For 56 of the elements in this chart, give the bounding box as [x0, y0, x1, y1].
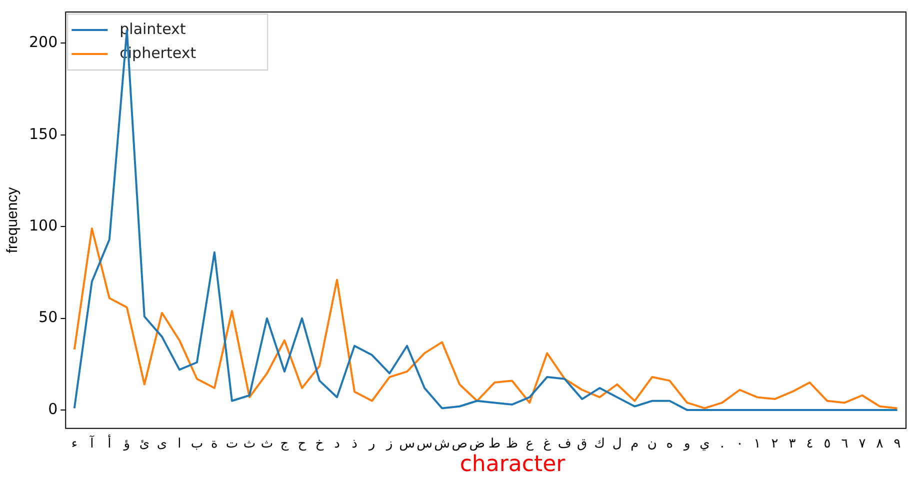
- x-tick-label: ٤: [806, 436, 814, 452]
- x-tick-label: ٦: [841, 436, 848, 452]
- x-tick-label: ظ: [506, 436, 518, 452]
- x-tick-label: أ: [108, 434, 112, 452]
- x-tick-label: ٢: [771, 436, 778, 452]
- y-tick-label: 200: [28, 33, 58, 52]
- x-tick-label: ط: [488, 436, 501, 452]
- x-tick-label: ش: [434, 436, 450, 452]
- x-tick-label: ١: [754, 436, 761, 452]
- x-tick-label: ئ: [139, 436, 150, 452]
- x-tick-label: ٥: [824, 436, 831, 452]
- x-tick-label: .: [720, 436, 724, 452]
- x-tick-label: ذ: [352, 436, 358, 452]
- x-tick-label: و: [683, 436, 690, 452]
- x-tick-label: ي: [700, 436, 710, 452]
- x-tick-label: خ: [315, 436, 324, 452]
- x-tick-label: س: [399, 436, 415, 452]
- x-tick-label: ؤ: [122, 436, 130, 452]
- x-tick-label: ث: [243, 436, 256, 452]
- x-tick-label: ل: [612, 436, 622, 452]
- x-tick-label: ث: [260, 436, 274, 452]
- x-tick-label: ع: [526, 436, 534, 452]
- x-tick-label: آ: [89, 434, 96, 452]
- x-tick-label: ف: [558, 436, 572, 452]
- x-tick-label: ن: [647, 436, 657, 452]
- x-tick-label: ى: [156, 436, 168, 452]
- x-tick-label: ا: [178, 436, 182, 452]
- y-tick-label: 50: [38, 308, 58, 326]
- legend-label: plaintext: [120, 20, 186, 38]
- x-tick-label: ق: [577, 436, 588, 452]
- y-tick-label: 0: [48, 400, 58, 418]
- x-tick-label: ك: [594, 436, 605, 452]
- x-tick-label: م: [630, 436, 639, 452]
- x-tick-label: ٣: [788, 436, 796, 452]
- x-tick-label: ٧: [858, 436, 866, 452]
- x-tick-label: غ: [543, 436, 552, 452]
- x-tick-label: ٨: [876, 436, 884, 452]
- x-tick-label: ٩: [894, 436, 901, 452]
- x-tick-label: ج: [280, 436, 290, 452]
- x-tick-label: ب: [190, 436, 204, 452]
- x-tick-label: ر: [368, 436, 376, 452]
- y-axis-title: frequency: [4, 186, 22, 254]
- x-tick-label: ص: [452, 436, 468, 452]
- x-tick-label: ء: [71, 436, 78, 452]
- x-tick-label: ض: [469, 436, 485, 452]
- x-tick-label: ة: [211, 436, 218, 452]
- x-tick-label: ح: [298, 436, 307, 452]
- x-tick-label: ٠: [736, 436, 744, 452]
- x-tick-label: س: [416, 436, 432, 452]
- y-tick-label: 150: [28, 124, 58, 143]
- x-tick-label: ه: [666, 436, 674, 452]
- x-tick-label: د: [334, 436, 340, 452]
- x-axis-title: character: [458, 452, 566, 477]
- x-tick-label: ز: [385, 436, 393, 452]
- y-tick-label: 100: [28, 216, 58, 235]
- x-tick-label: ت: [226, 436, 238, 452]
